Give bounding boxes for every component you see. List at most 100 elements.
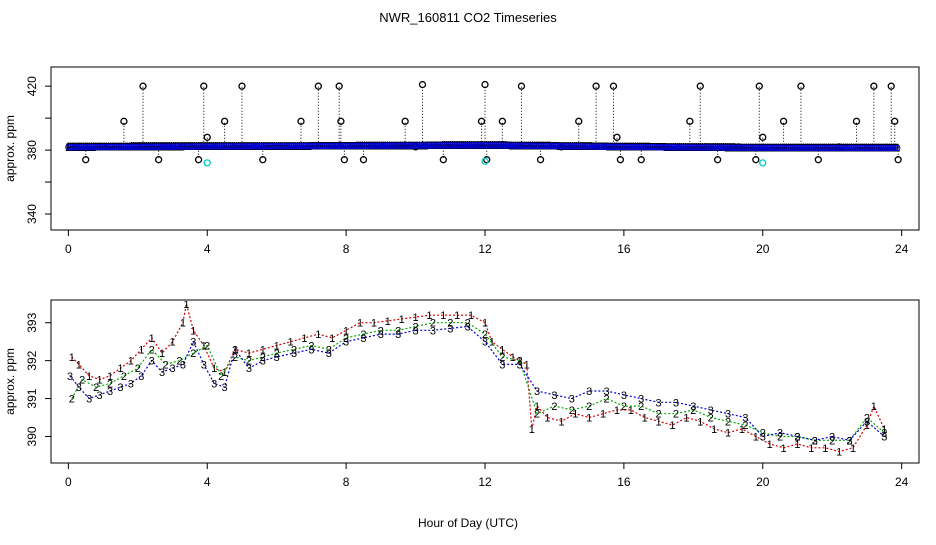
bottom-point-green: 2 — [881, 428, 887, 440]
top-point-red: 1 — [224, 140, 230, 152]
top-point-red: 1 — [518, 140, 524, 152]
top-point-green: 2 — [613, 141, 619, 153]
top-point-green: 2 — [197, 141, 203, 153]
top-point-green: 2 — [329, 141, 335, 153]
top-x-tick-label: 24 — [895, 242, 909, 256]
top-point-green: 2 — [522, 140, 528, 152]
top-point-red: 1 — [722, 142, 728, 154]
top-point-green: 2 — [548, 141, 554, 153]
top-point-green: 2 — [757, 143, 763, 155]
top-point-black — [759, 133, 767, 141]
top-point-green: 2 — [115, 142, 121, 154]
bottom-point-red: 1 — [412, 312, 418, 324]
top-point-red: 1 — [783, 142, 789, 154]
top-point-red: 1 — [571, 141, 577, 153]
top-point-red: 1 — [541, 140, 547, 152]
top-point-green: 2 — [825, 143, 831, 155]
top-point-red: 1 — [199, 140, 205, 152]
bottom-point-red: 1 — [510, 352, 516, 364]
top-point-green: 2 — [722, 142, 728, 154]
top-point-green: 2 — [281, 141, 287, 153]
top-point-red: 1 — [711, 142, 717, 154]
top-point-green: 2 — [821, 143, 827, 155]
top-point-green: 2 — [552, 141, 558, 153]
bottom-point-red: 1 — [864, 420, 870, 432]
top-point-green: 2 — [306, 141, 312, 153]
top-point-green: 2 — [631, 142, 637, 154]
top-point-red: 1 — [566, 140, 572, 152]
bottom-point-red: 1 — [97, 375, 103, 387]
top-point-red: 1 — [587, 141, 593, 153]
top-point-green: 2 — [648, 142, 654, 154]
top-point-red: 1 — [407, 140, 413, 152]
top-point-green: 2 — [100, 142, 106, 154]
top-point-green: 2 — [827, 143, 833, 155]
top-point-green: 2 — [298, 141, 304, 153]
top-x-tick-label: 8 — [343, 242, 350, 256]
bottom-point-blue: 3 — [829, 431, 835, 443]
top-point-green: 2 — [222, 141, 228, 153]
top-point-green: 2 — [300, 141, 306, 153]
top-point-green: 2 — [783, 143, 789, 155]
top-point-green: 2 — [415, 140, 421, 152]
top-point-red: 1 — [873, 142, 879, 154]
bottom-point-red: 1 — [822, 443, 828, 455]
top-point-green: 2 — [231, 141, 237, 153]
top-point-green: 2 — [850, 143, 856, 155]
top-point-red: 1 — [701, 142, 707, 154]
top-point-red: 1 — [774, 142, 780, 154]
top-point-green: 2 — [163, 141, 169, 153]
bottom-point-blue: 3 — [378, 329, 384, 341]
top-point-green: 2 — [831, 143, 837, 155]
top-point-green: 2 — [512, 140, 518, 152]
top-point-green: 2 — [800, 143, 806, 155]
top-point-red: 1 — [512, 140, 518, 152]
top-point-green: 2 — [661, 142, 667, 154]
top-point-green: 2 — [833, 143, 839, 155]
bottom-point-green: 2 — [812, 435, 818, 447]
top-point-red: 1 — [77, 141, 83, 153]
top-point-red: 1 — [323, 140, 329, 152]
bottom-point-blue: 3 — [846, 435, 852, 447]
top-point-green: 2 — [524, 140, 530, 152]
top-point-black — [517, 82, 526, 90]
top-point-green: 2 — [755, 143, 761, 155]
top-point-red: 1 — [266, 140, 272, 152]
bottom-point-red: 1 — [440, 310, 446, 322]
bottom-x-tick-label: 16 — [617, 475, 631, 489]
top-point-red: 1 — [707, 142, 713, 154]
top-point-red: 1 — [468, 140, 474, 152]
top-point-green: 2 — [191, 141, 197, 153]
top-point-red: 1 — [214, 140, 220, 152]
top-point-green: 2 — [252, 141, 258, 153]
top-point-green: 2 — [770, 143, 776, 155]
top-point-red: 1 — [818, 142, 824, 154]
top-point-green: 2 — [726, 142, 732, 154]
bottom-point-red: 1 — [399, 314, 405, 326]
bottom-point-blue: 3 — [232, 344, 238, 356]
top-point-green: 2 — [335, 141, 341, 153]
top-point-red: 1 — [203, 140, 209, 152]
top-point-blue — [890, 144, 897, 152]
bottom-x-tick-label: 0 — [65, 475, 72, 489]
top-point-green: 2 — [319, 141, 325, 153]
top-point-green: 2 — [684, 142, 690, 154]
top-point-red: 1 — [174, 140, 180, 152]
top-point-green: 2 — [615, 141, 621, 153]
bottom-point-green: 2 — [218, 371, 224, 383]
top-point-red: 1 — [399, 140, 405, 152]
top-point-red: 1 — [604, 141, 610, 153]
top-point-green: 2 — [214, 141, 220, 153]
top-point-green: 2 — [451, 140, 457, 152]
top-point-green: 2 — [243, 141, 249, 153]
top-point-green: 2 — [632, 142, 638, 154]
top-point-green: 2 — [67, 142, 73, 154]
top-point-red: 1 — [686, 141, 692, 153]
top-point-green: 2 — [743, 142, 749, 154]
top-point-red: 1 — [564, 140, 570, 152]
top-point-green: 2 — [159, 141, 165, 153]
bottom-point-green: 2 — [93, 382, 99, 394]
bottom-point-green: 2 — [430, 318, 436, 330]
bottom-point-green: 2 — [135, 363, 141, 375]
top-point-green: 2 — [342, 141, 348, 153]
